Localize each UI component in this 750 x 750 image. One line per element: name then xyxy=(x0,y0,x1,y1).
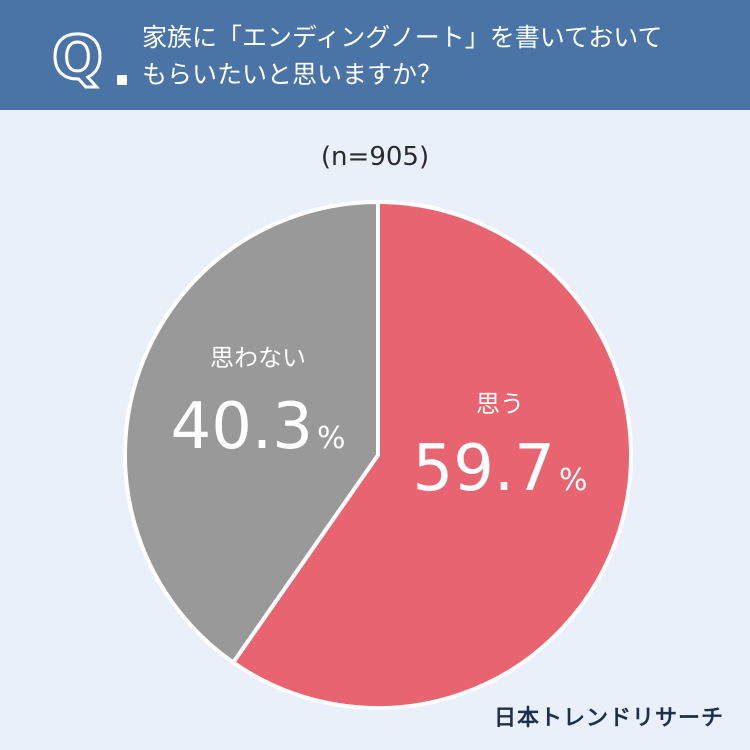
q-mark-icon: Q xyxy=(50,23,104,93)
brand-logo: 日本トレンドリサーチ xyxy=(493,706,724,731)
sample-size: (n=905) xyxy=(320,142,430,172)
slice-value-label: 59.7% xyxy=(412,432,587,506)
question-line-1: 家族に「エンディングノート」を書いておいて xyxy=(142,23,663,52)
question-text: 家族に「エンディングノート」を書いておいて もらいたいと思いますか？ xyxy=(142,19,732,93)
slice-value-label: 40.3% xyxy=(170,390,345,464)
slice-name-label: 思う xyxy=(476,390,524,418)
question-header: Q 家族に「エンディングノート」を書いておいて もらいたいと思いますか？ xyxy=(0,0,750,110)
pie-slice xyxy=(123,200,380,665)
q-dot-icon xyxy=(117,75,127,85)
pie-slice xyxy=(231,200,633,710)
question-line-2: もらいたいと思いますか？ xyxy=(142,60,443,89)
slice-name-label: 思わない xyxy=(210,344,306,372)
